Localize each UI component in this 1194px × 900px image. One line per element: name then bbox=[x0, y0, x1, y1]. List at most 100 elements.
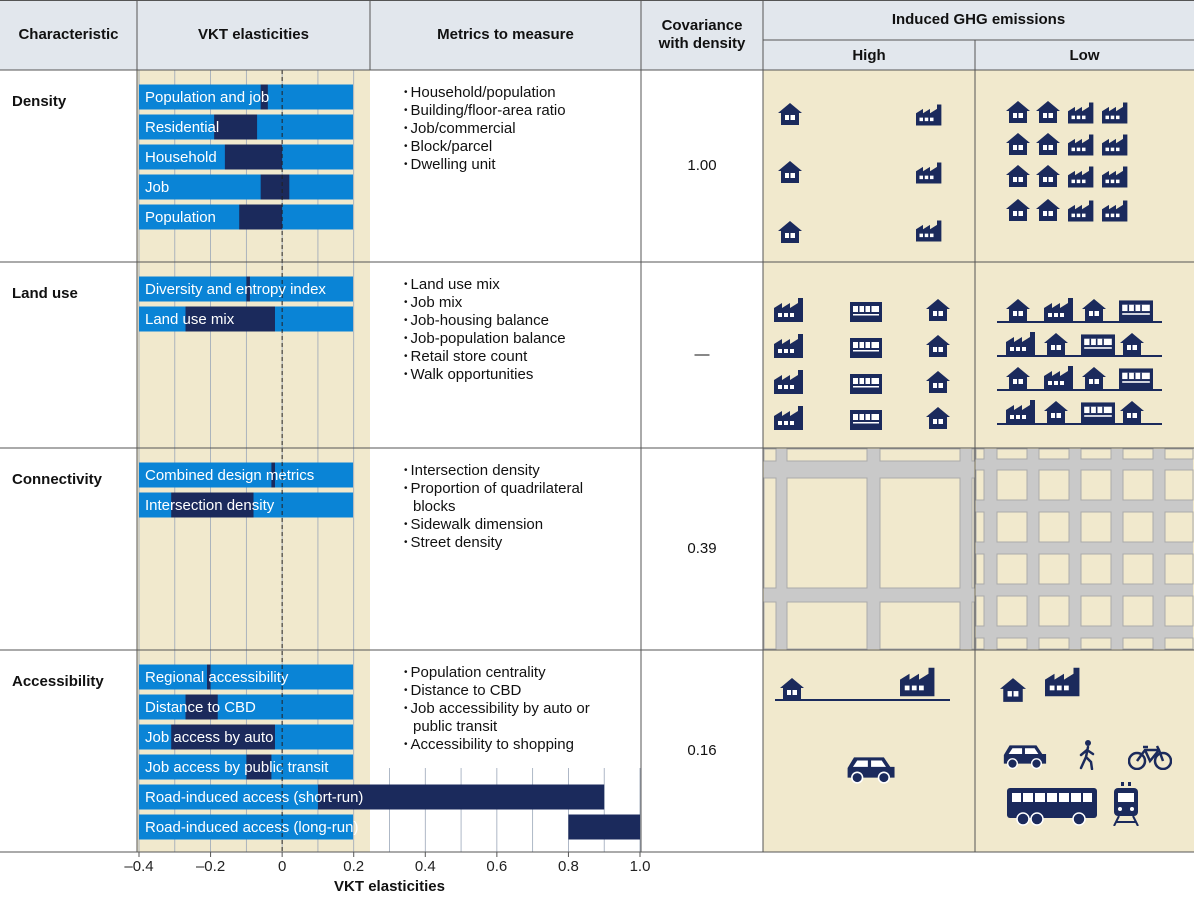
bar-label: Road-induced access (long-run) bbox=[145, 819, 358, 836]
table-borders bbox=[0, 0, 1194, 853]
characteristic: Accessibility bbox=[12, 673, 104, 690]
street-block bbox=[1164, 637, 1194, 650]
metric-item: Street density bbox=[404, 534, 626, 552]
street-block bbox=[975, 448, 985, 460]
office-icon bbox=[850, 338, 882, 358]
header-cell: High bbox=[852, 47, 886, 64]
metric-item: Retail store count bbox=[404, 348, 626, 366]
office-icon bbox=[1119, 300, 1153, 322]
metric-item: Job-population balance bbox=[404, 330, 626, 348]
street-block bbox=[1038, 553, 1070, 585]
office-icon bbox=[850, 410, 882, 430]
bar-label: Residential bbox=[145, 119, 219, 136]
street-block bbox=[1122, 595, 1154, 627]
bar-label: Job access by auto bbox=[145, 729, 273, 746]
bar-label: Population and job bbox=[145, 89, 269, 106]
x-tick-label: 0 bbox=[278, 858, 286, 875]
bar-background bbox=[139, 174, 353, 200]
chart-bg bbox=[137, 70, 370, 852]
street-block bbox=[1122, 511, 1154, 543]
street-block bbox=[763, 601, 777, 650]
header-cell: Low bbox=[1069, 47, 1100, 64]
range-bar bbox=[171, 492, 254, 518]
metric-item: Walk opportunities bbox=[404, 366, 626, 384]
street-block bbox=[1080, 595, 1112, 627]
street-block bbox=[975, 469, 985, 501]
header-cell: Induced GHG emissions bbox=[891, 11, 1066, 28]
metric-item: Dwelling unit bbox=[404, 156, 626, 174]
x-tick-label: 0.4 bbox=[415, 858, 436, 875]
street-block bbox=[975, 511, 985, 543]
covariance: 0.16 bbox=[687, 742, 717, 759]
range-bar bbox=[317, 784, 605, 810]
office-icon bbox=[1119, 368, 1153, 390]
bar-label: Regional accessibility bbox=[145, 669, 289, 686]
street-block bbox=[1080, 511, 1112, 543]
bar-background bbox=[139, 84, 353, 110]
header-cell: Covariance with density bbox=[658, 17, 746, 52]
street-block bbox=[879, 601, 961, 650]
range-bar bbox=[271, 462, 275, 488]
street-block bbox=[1038, 511, 1070, 543]
range-bar bbox=[171, 724, 275, 750]
street-block bbox=[879, 448, 961, 462]
metric-item: Land use mix bbox=[404, 276, 626, 294]
street-block bbox=[1038, 637, 1070, 650]
metric-item: Block/parcel bbox=[404, 138, 626, 156]
street-block bbox=[1080, 637, 1112, 650]
street-block bbox=[763, 477, 777, 589]
office-icon bbox=[1081, 334, 1115, 356]
bar-background bbox=[139, 276, 353, 302]
characteristic: Density bbox=[12, 93, 67, 110]
bar-label: Household bbox=[145, 149, 217, 166]
street-block bbox=[1080, 448, 1112, 460]
metrics-list: Intersection densityProportion of quadri… bbox=[404, 462, 626, 552]
street-block bbox=[1038, 595, 1070, 627]
bar-label: Distance to CBD bbox=[145, 699, 256, 716]
x-tick-label: 0.6 bbox=[486, 858, 507, 875]
metric-item: Household/population bbox=[404, 84, 626, 102]
metric-item: Population centrality bbox=[404, 664, 626, 682]
metric-item: Job mix bbox=[404, 294, 626, 312]
range-bar bbox=[260, 174, 290, 200]
range-bar bbox=[246, 276, 250, 302]
characteristic: Connectivity bbox=[12, 471, 103, 488]
bar-label: Job bbox=[145, 179, 169, 196]
street-block bbox=[996, 595, 1028, 627]
metrics-list: Household/populationBuilding/floor-area … bbox=[404, 84, 626, 174]
range-bar bbox=[246, 754, 272, 780]
street-block bbox=[971, 477, 975, 589]
range-bar bbox=[568, 814, 640, 840]
bar-label: Road-induced access (short-run) bbox=[145, 789, 363, 806]
characteristic: Land use bbox=[12, 285, 78, 302]
header-cell: Metrics to measure bbox=[437, 26, 574, 43]
covariance: — bbox=[694, 346, 710, 363]
header-cell: VKT elasticities bbox=[198, 26, 309, 43]
street-block bbox=[971, 448, 975, 462]
street-block bbox=[1164, 448, 1194, 460]
street-block bbox=[1080, 469, 1112, 501]
street-block bbox=[1038, 469, 1070, 501]
bar-label: Population bbox=[145, 209, 216, 226]
metric-item: Accessibility to shopping bbox=[404, 736, 626, 754]
street-block bbox=[1164, 511, 1194, 543]
bar-background bbox=[139, 694, 353, 720]
range-bar bbox=[185, 306, 275, 332]
bar-label: Combined design metrics bbox=[145, 467, 314, 484]
range-bar bbox=[260, 84, 268, 110]
street-block bbox=[1164, 553, 1194, 585]
range-bar bbox=[224, 144, 283, 170]
bar-background bbox=[139, 784, 353, 810]
metrics-list: Population centralityDistance to CBDJob … bbox=[404, 664, 626, 754]
street-block bbox=[996, 448, 1028, 460]
range-bar bbox=[214, 114, 258, 140]
bar-background bbox=[139, 814, 353, 840]
street-block bbox=[971, 601, 975, 650]
office-icon bbox=[1081, 402, 1115, 424]
office-icon bbox=[850, 374, 882, 394]
metric-item: Job/commercial bbox=[404, 120, 626, 138]
street-block bbox=[975, 637, 985, 650]
range-bar bbox=[206, 664, 211, 690]
bar-background bbox=[139, 754, 353, 780]
